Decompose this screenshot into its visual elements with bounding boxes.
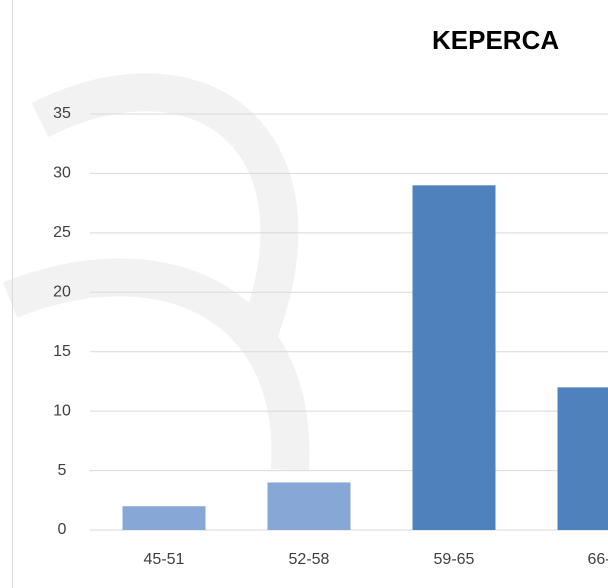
x-tick-label: 45-51 bbox=[144, 551, 185, 568]
bar bbox=[267, 482, 351, 530]
y-tick-label: 35 bbox=[53, 105, 71, 122]
watermark-arc bbox=[2, 258, 310, 472]
bar bbox=[412, 185, 496, 531]
y-tick-label: 5 bbox=[58, 462, 67, 479]
x-tick-label: 52-58 bbox=[289, 551, 330, 568]
bar bbox=[122, 506, 206, 530]
x-tick-label: 59-65 bbox=[434, 551, 475, 568]
y-tick-label: 10 bbox=[53, 402, 71, 419]
watermark-arc bbox=[31, 73, 299, 337]
y-tick-label: 20 bbox=[53, 284, 71, 301]
chart-title: KEPERCA bbox=[432, 25, 559, 55]
y-tick-label: 30 bbox=[53, 165, 71, 182]
bar bbox=[557, 387, 608, 530]
y-tick-label: 25 bbox=[53, 224, 71, 241]
y-tick-label: 0 bbox=[58, 521, 67, 538]
watermark bbox=[2, 73, 310, 472]
y-tick-label: 15 bbox=[53, 343, 71, 360]
x-tick-label: 66- bbox=[587, 551, 608, 568]
